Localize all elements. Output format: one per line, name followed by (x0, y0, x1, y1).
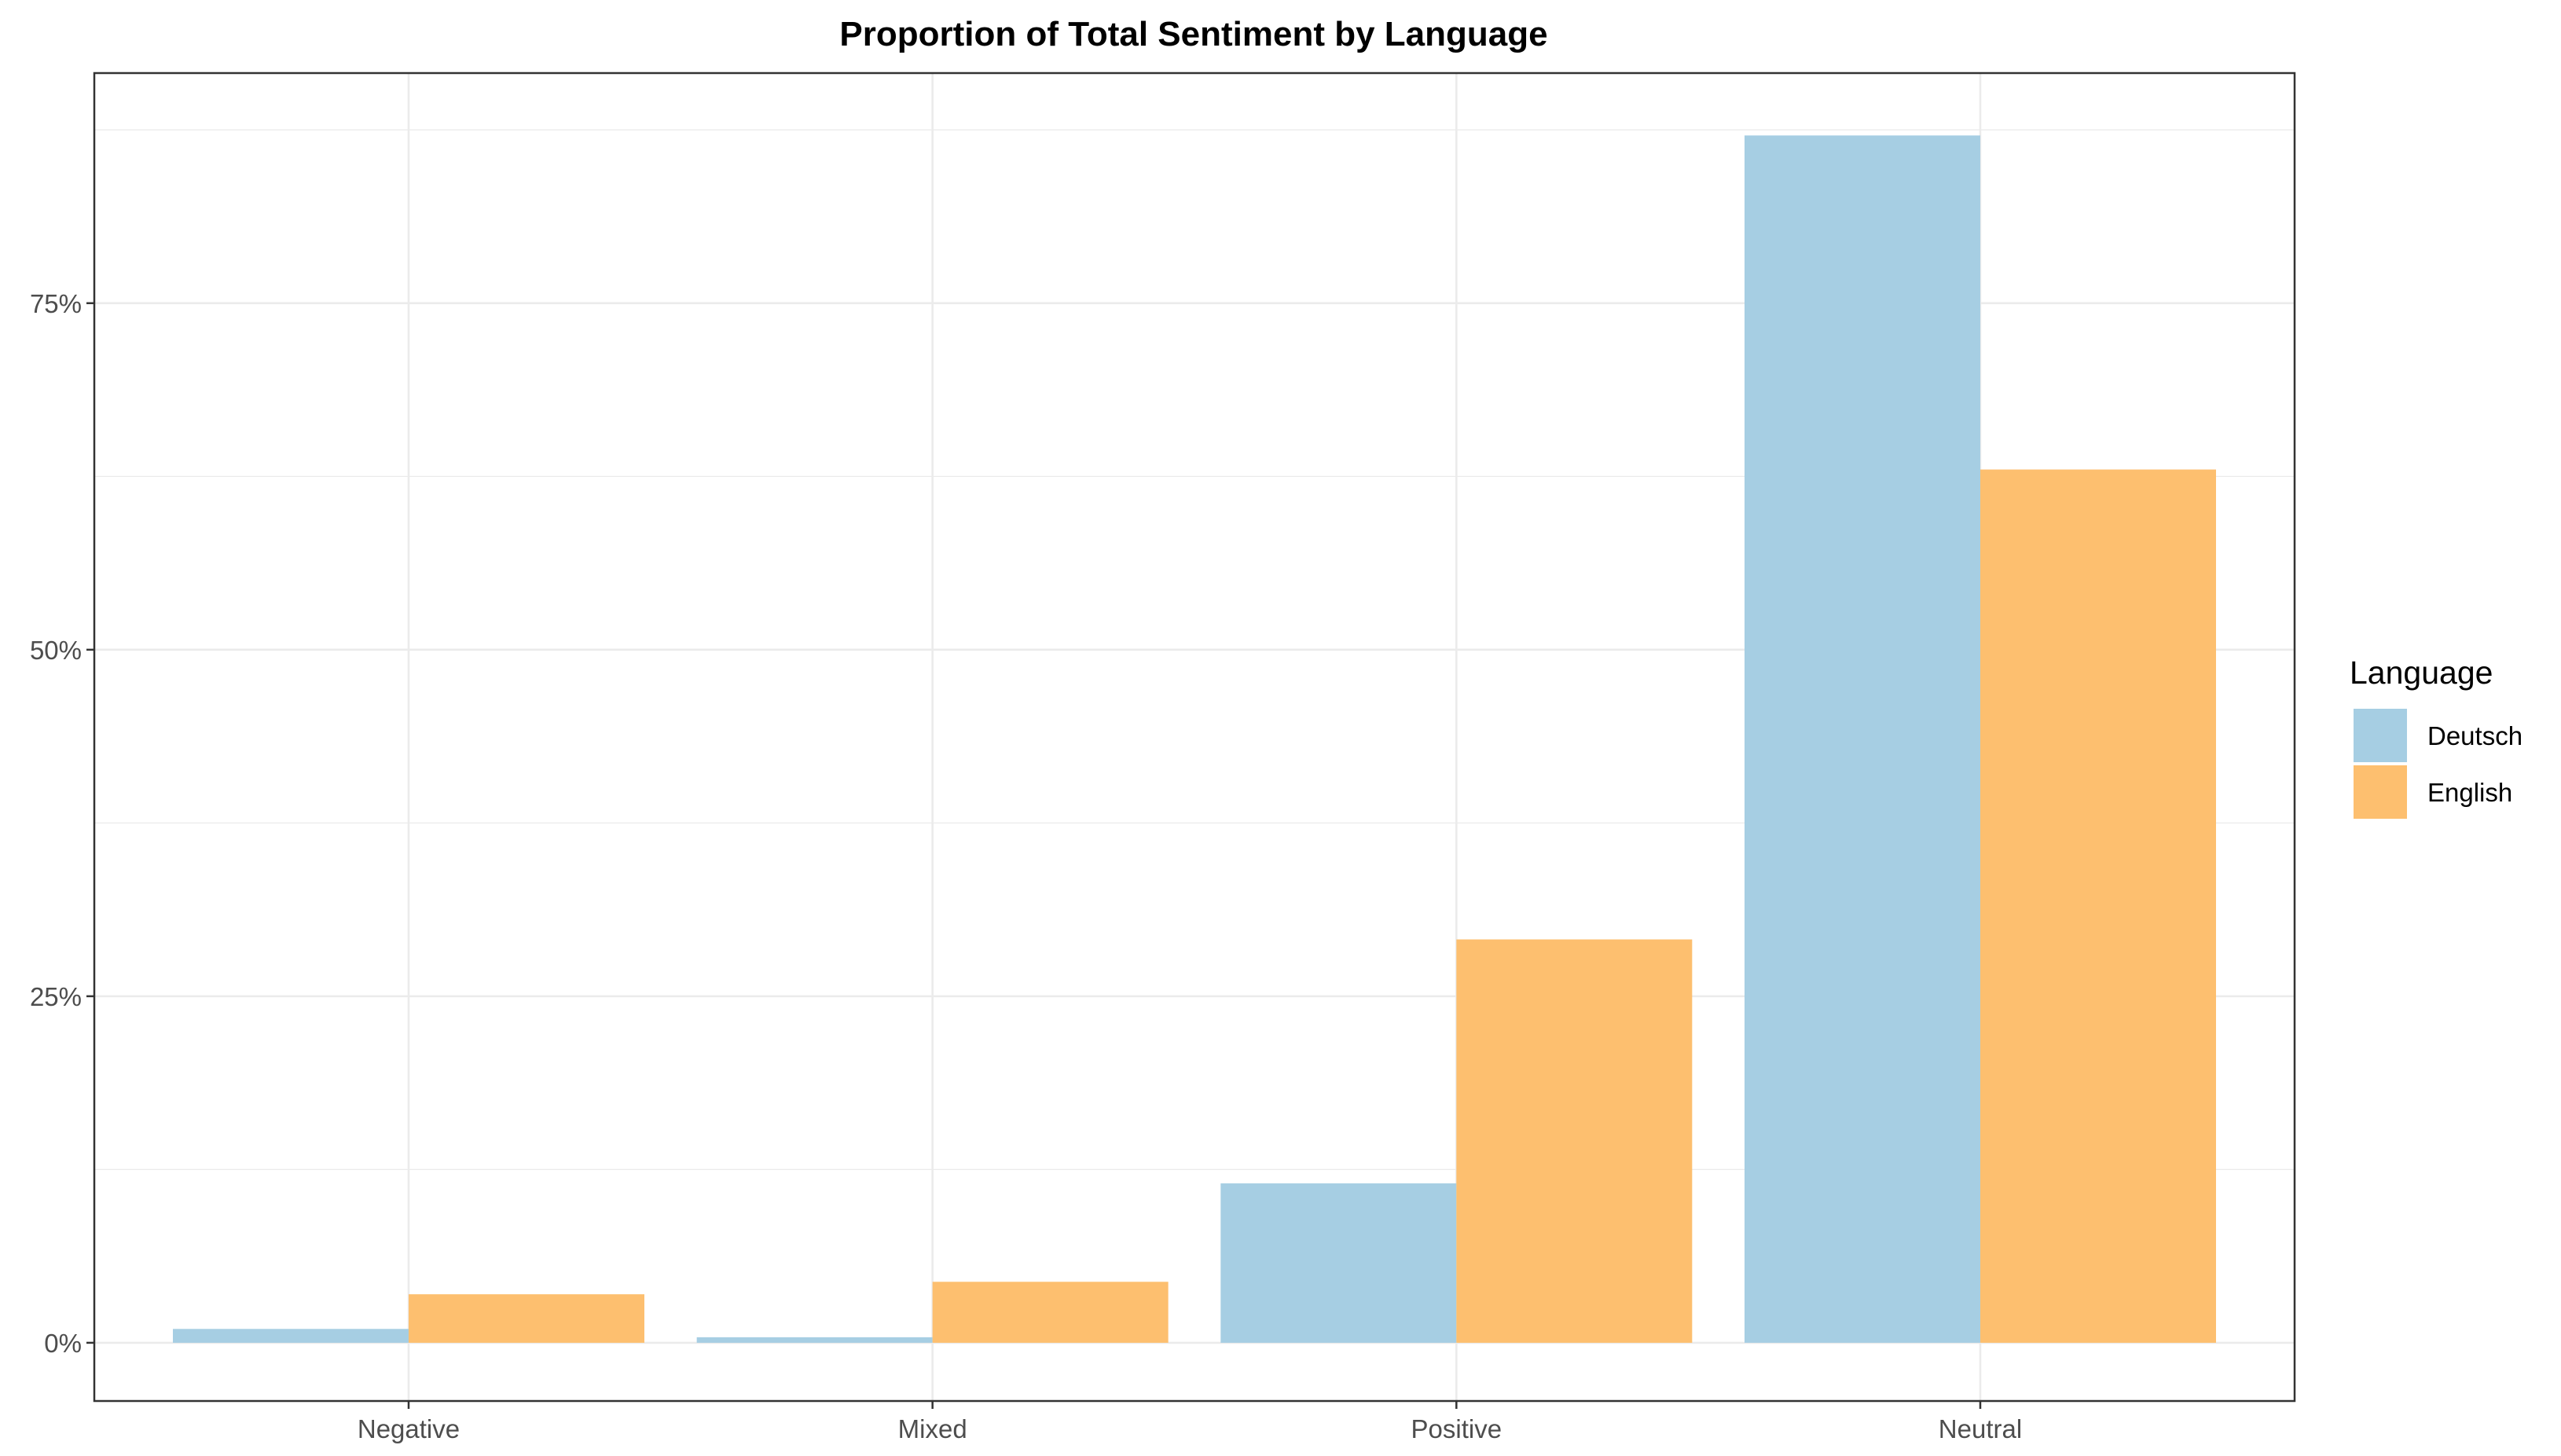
legend: Language Deutsch English (2350, 655, 2522, 819)
y-tick-label: 75% (30, 289, 82, 318)
legend-label-english: English (2427, 778, 2512, 807)
axes: 0% 25% 50% 75% Negative Mixed Positive Neutral (30, 289, 2022, 1443)
bar-english-negative (409, 1294, 644, 1343)
bar-english-positive (1456, 939, 1693, 1343)
legend-label-deutsch: Deutsch (2427, 721, 2522, 750)
x-tick-label: Negative (358, 1414, 460, 1443)
y-tick-label: 25% (30, 982, 82, 1011)
plot-panel-border (93, 72, 2296, 1403)
y-tick-label: 0% (44, 1329, 82, 1358)
legend-key-english (2354, 765, 2407, 819)
y-tick-label: 50% (30, 636, 82, 665)
x-tick-label: Mixed (898, 1414, 967, 1443)
legend-key-deutsch (2354, 709, 2407, 762)
bar-deutsch-mixed (696, 1337, 933, 1343)
bars (173, 135, 2216, 1343)
bar-deutsch-positive (1220, 1183, 1457, 1343)
bar-english-neutral (1980, 469, 2216, 1343)
x-tick-label: Neutral (1939, 1414, 2022, 1443)
legend-title: Language (2350, 655, 2493, 691)
bar-deutsch-neutral (1745, 135, 1980, 1343)
x-tick-label: Positive (1411, 1414, 1502, 1443)
bar-english-mixed (932, 1282, 1169, 1343)
bar-deutsch-negative (173, 1329, 409, 1343)
chart-title: Proportion of Total Sentiment by Languag… (839, 15, 1547, 53)
